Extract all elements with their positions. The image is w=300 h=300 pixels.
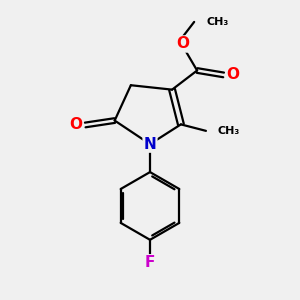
Text: O: O: [176, 37, 189, 52]
Text: CH₃: CH₃: [206, 17, 229, 27]
Text: N: N: [144, 136, 156, 152]
Text: F: F: [145, 255, 155, 270]
Text: O: O: [69, 118, 82, 133]
Text: CH₃: CH₃: [217, 126, 239, 136]
Text: O: O: [226, 68, 239, 82]
